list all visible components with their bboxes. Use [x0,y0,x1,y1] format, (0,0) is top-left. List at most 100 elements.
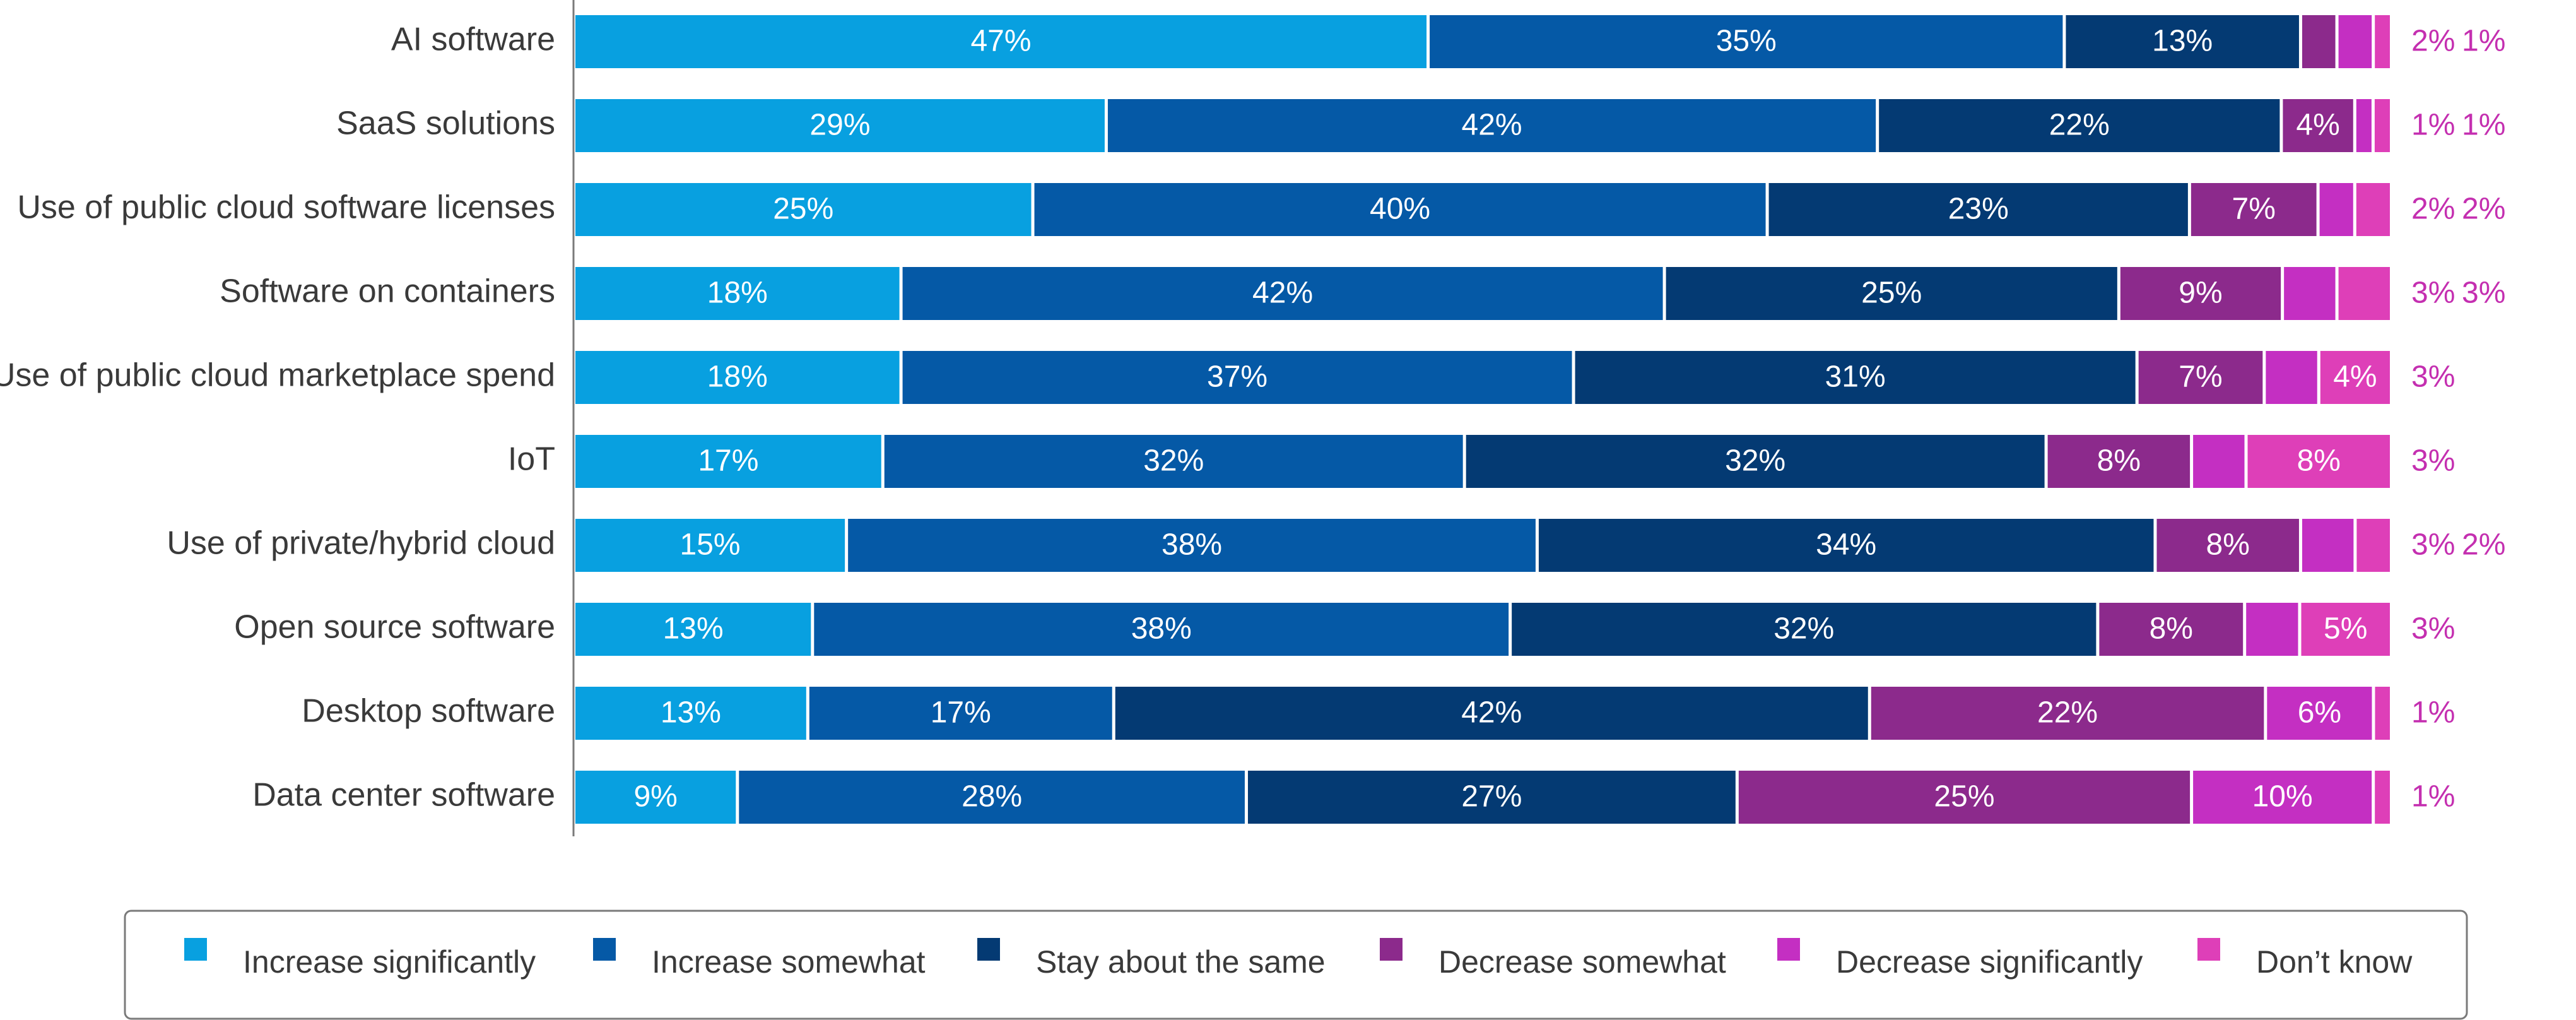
bar-software-on-containers-don-t-know [2338,267,2390,320]
data-label-ai-software-stay-about-the-same: 13% [2152,25,2213,58]
data-label-use-of-public-cloud-software-licenses-decrease-somewhat: 7% [2232,193,2276,226]
data-label-iot-decrease-somewhat: 8% [2097,444,2141,478]
bar-ai-software-increase-somewhat [1430,15,2063,68]
data-label-ai-software-increase-somewhat: 35% [1716,25,1777,58]
data-label-iot-increase-significantly: 17% [698,444,758,478]
bar-iot-don-t-know [2247,435,2390,488]
bar-data-center-software-decrease-somewhat [1738,771,2191,824]
data-label-software-on-containers-stay-about-the-same: 25% [1861,276,1922,310]
category-label-desktop-software: Desktop software [302,693,555,730]
data-label-use-of-private-hybrid-cloud-decrease-somewhat: 8% [2206,528,2250,562]
bar-use-of-public-cloud-marketplace-spend-decrease-significantly [2266,351,2317,404]
bar-software-on-containers-decrease-somewhat [2120,267,2281,320]
bar-ai-software-decrease-somewhat [2302,15,2336,68]
bar-software-on-containers-increase-somewhat [902,267,1663,320]
bar-software-on-containers-decrease-significantly [2284,267,2336,320]
category-label-iot: IoT [508,441,555,478]
bar-open-source-software-increase-somewhat [814,603,1509,656]
data-label-desktop-software-decrease-significantly: 6% [2298,696,2341,730]
bar-iot-increase-significantly [575,435,881,488]
bar-use-of-public-cloud-software-licenses-decrease-significantly [2319,183,2353,236]
data-label-software-on-containers-increase-significantly: 18% [707,276,768,310]
bar-use-of-public-cloud-software-licenses-stay-about-the-same [1768,183,2188,236]
bar-saas-solutions-stay-about-the-same [1879,99,2280,152]
data-label-use-of-public-cloud-software-licenses-increase-significantly: 25% [773,193,833,226]
data-label-saas-solutions-stay-about-the-same: 22% [2049,109,2110,142]
bar-use-of-private-hybrid-cloud-decrease-significantly [2302,519,2354,572]
bar-use-of-public-cloud-marketplace-spend-stay-about-the-same [1575,351,2136,404]
data-label-data-center-software-decrease-significantly: 10% [2252,780,2313,814]
bars-layer [575,15,2390,824]
outside-label-ai-software-decrease-significantly: 2% [2411,25,2455,58]
data-label-open-source-software-increase-significantly: 13% [663,612,724,646]
data-label-data-center-software-stay-about-the-same: 27% [1461,780,1522,814]
data-label-desktop-software-increase-significantly: 13% [661,696,721,730]
data-label-software-on-containers-increase-somewhat: 42% [1252,276,1313,310]
outside-label-saas-solutions-don-t-know: 1% [2462,109,2505,142]
bar-open-source-software-don-t-know [2301,603,2390,656]
bar-open-source-software-decrease-somewhat [2099,603,2244,656]
legend-label-decrease-somewhat: Decrease somewhat [1438,944,1726,980]
data-label-desktop-software-decrease-somewhat: 22% [2037,696,2098,730]
bar-ai-software-stay-about-the-same [2066,15,2299,68]
legend-label-decrease-significantly: Decrease significantly [1836,944,2143,980]
bar-saas-solutions-decrease-significantly [2356,99,2372,152]
data-label-iot-stay-about-the-same: 32% [1725,444,1785,478]
bar-data-center-software-stay-about-the-same [1247,771,1736,824]
outside-label-use-of-public-cloud-software-licenses-don-t-know: 2% [2462,193,2505,226]
category-label-software-on-containers: Software on containers [220,273,555,310]
bar-use-of-private-hybrid-cloud-stay-about-the-same [1538,519,2154,572]
bar-desktop-software-increase-somewhat [809,687,1112,740]
bar-desktop-software-decrease-significantly [2267,687,2372,740]
data-label-data-center-software-decrease-somewhat: 25% [1934,780,1994,814]
outside-label-ai-software-don-t-know: 1% [2462,25,2505,58]
legend-label-don-t-know: Don’t know [2256,944,2413,980]
data-label-desktop-software-stay-about-the-same: 42% [1461,696,1522,730]
category-label-use-of-public-cloud-software-licenses: Use of public cloud software licenses [17,189,555,226]
bar-use-of-public-cloud-software-licenses-increase-somewhat [1034,183,1766,236]
data-label-use-of-public-cloud-marketplace-spend-increase-somewhat: 37% [1207,360,1267,394]
legend-label-increase-significantly: Increase significantly [243,944,536,980]
bar-use-of-public-cloud-software-licenses-don-t-know [2356,183,2390,236]
legend-swatch-don-t-know [2197,938,2220,961]
data-label-use-of-public-cloud-software-licenses-increase-somewhat: 40% [1370,193,1430,226]
bar-use-of-private-hybrid-cloud-increase-somewhat [848,519,1536,572]
category-label-use-of-private-hybrid-cloud: Use of private/hybrid cloud [167,525,555,562]
outside-label-saas-solutions-decrease-significantly: 1% [2411,109,2455,142]
outside-label-software-on-containers-decrease-significantly: 3% [2411,276,2455,310]
legend-swatch-stay-about-the-same [977,938,1000,961]
data-label-data-center-software-increase-somewhat: 28% [962,780,1022,814]
data-label-iot-increase-somewhat: 32% [1143,444,1204,478]
legend-swatch-decrease-significantly [1777,938,1800,961]
category-label-data-center-software: Data center software [252,777,555,814]
data-label-use-of-private-hybrid-cloud-stay-about-the-same: 34% [1816,528,1876,562]
data-label-open-source-software-don-t-know: 5% [2324,612,2367,646]
data-label-open-source-software-decrease-somewhat: 8% [2150,612,2193,646]
outside-label-use-of-public-cloud-marketplace-spend-decrease-significantly: 3% [2411,360,2455,394]
bar-data-center-software-increase-somewhat [739,771,1245,824]
bar-desktop-software-decrease-somewhat [1871,687,2264,740]
bar-desktop-software-don-t-know [2375,687,2390,740]
bar-saas-solutions-decrease-somewhat [2283,99,2353,152]
bar-use-of-public-cloud-marketplace-spend-decrease-somewhat [2138,351,2263,404]
data-label-use-of-public-cloud-software-licenses-stay-about-the-same: 23% [1948,193,2009,226]
category-label-saas-solutions: SaaS solutions [336,105,555,142]
outside-label-use-of-private-hybrid-cloud-decrease-significantly: 3% [2411,528,2455,562]
bar-data-center-software-decrease-significantly [2193,771,2372,824]
bar-use-of-public-cloud-software-licenses-increase-significantly [575,183,1032,236]
bar-ai-software-don-t-know [2375,15,2390,68]
outside-label-desktop-software-don-t-know: 1% [2411,696,2455,730]
outside-label-iot-decrease-significantly: 3% [2411,444,2455,478]
legend-swatch-increase-somewhat [593,938,616,961]
outside-label-use-of-private-hybrid-cloud-don-t-know: 2% [2462,528,2505,562]
data-label-use-of-private-hybrid-cloud-increase-significantly: 15% [680,528,741,562]
outside-label-use-of-public-cloud-software-licenses-decrease-significantly: 2% [2411,193,2455,226]
bar-use-of-private-hybrid-cloud-decrease-somewhat [2156,519,2299,572]
bar-iot-stay-about-the-same [1466,435,2045,488]
outside-label-software-on-containers-don-t-know: 3% [2462,276,2505,310]
bar-saas-solutions-increase-significantly [575,99,1105,152]
data-label-saas-solutions-increase-somewhat: 42% [1462,109,1522,142]
outside-label-open-source-software-decrease-significantly: 3% [2411,612,2455,646]
category-label-use-of-public-cloud-marketplace-spend: Use of public cloud marketplace spend [0,357,555,394]
